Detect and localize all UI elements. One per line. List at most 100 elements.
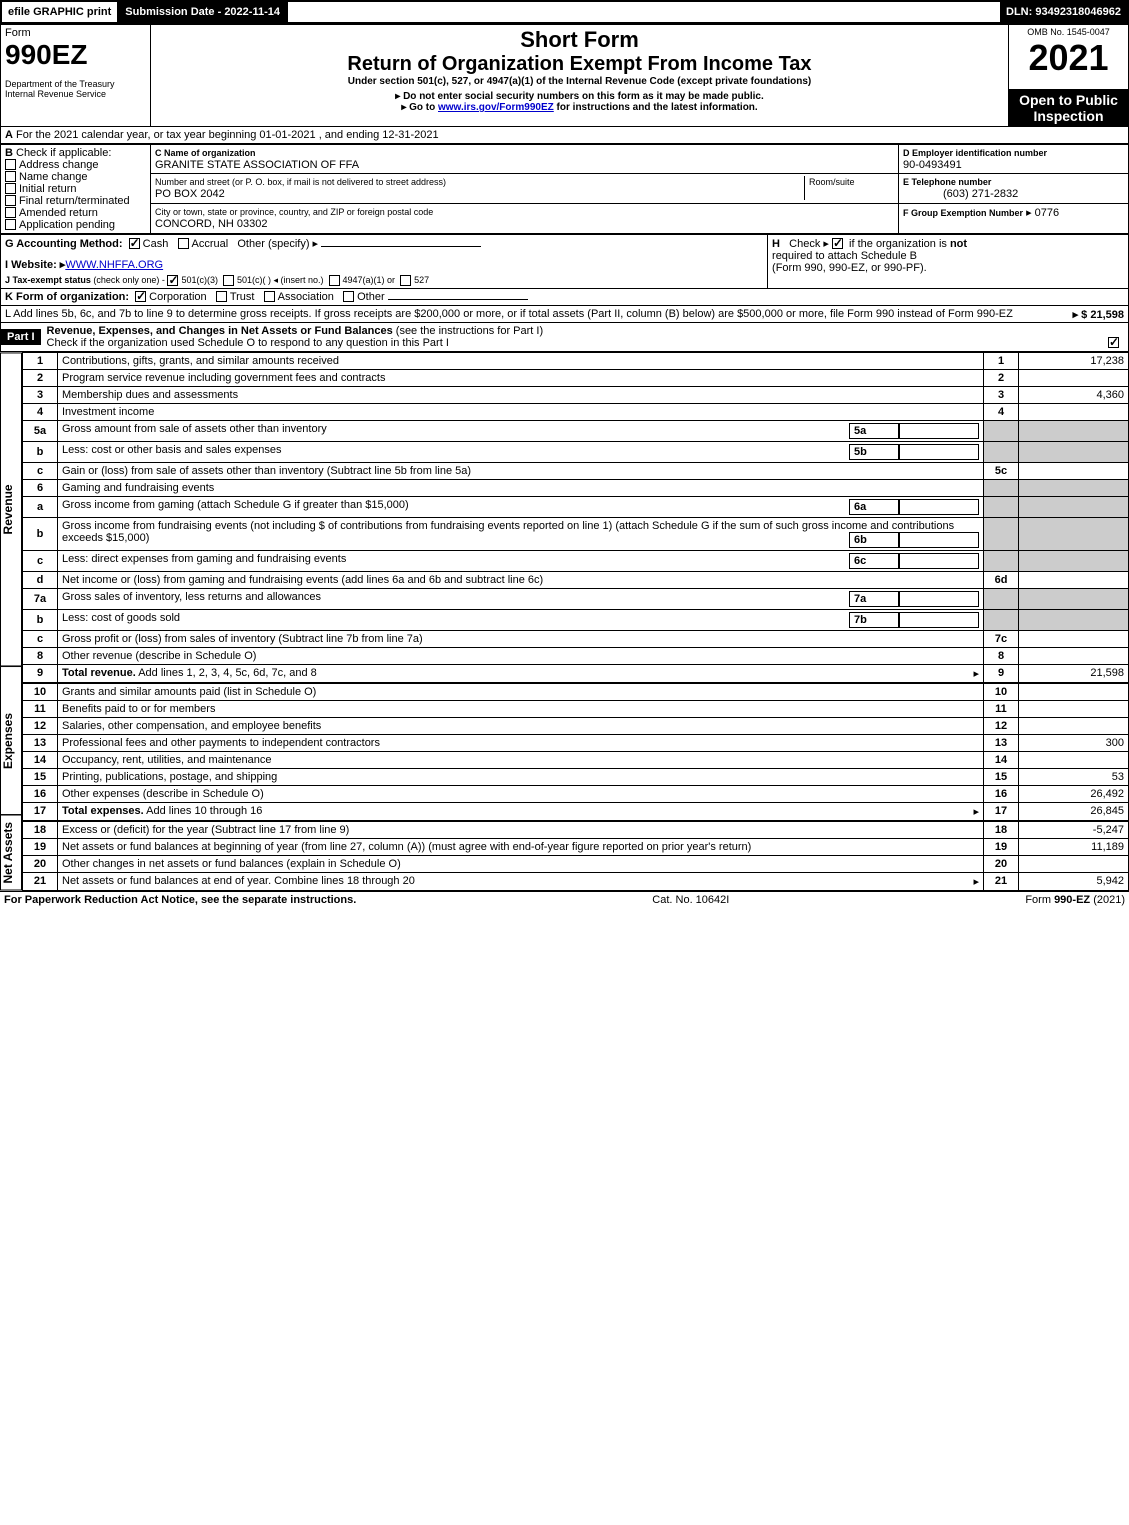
line-amount (1019, 647, 1129, 664)
chk-cash[interactable] (129, 238, 140, 249)
sub-line-amount[interactable] (899, 499, 979, 515)
section-c-name: C Name of organization GRANITE STATE ASS… (151, 144, 899, 174)
table-row: 16Other expenses (describe in Schedule O… (23, 785, 1129, 802)
org-name: GRANITE STATE ASSOCIATION OF FFA (155, 159, 359, 171)
chk-501c3[interactable] (167, 275, 178, 286)
line-number: d (23, 571, 58, 588)
chk-4947[interactable] (329, 275, 340, 286)
chk-name-change[interactable] (5, 171, 16, 182)
chk-other-org[interactable] (343, 291, 354, 302)
footer-right: Form 990-EZ (2021) (1025, 894, 1125, 906)
expenses-label: Expenses (0, 666, 22, 815)
j-o3: 4947(a)(1) or (343, 275, 396, 285)
table-row: 2Program service revenue including gover… (23, 369, 1129, 386)
chk-application-pending[interactable] (5, 219, 16, 230)
line-description: Gross sales of inventory, less returns a… (58, 588, 984, 609)
line-amount (1019, 588, 1129, 609)
section-b: B Check if applicable: Address change Na… (1, 144, 151, 233)
sub-line-amount[interactable] (899, 444, 979, 460)
j-o2: 501(c)( ) ◂ (insert no.) (237, 275, 324, 285)
g-other-input[interactable] (321, 246, 481, 247)
footer-left: For Paperwork Reduction Act Notice, see … (4, 894, 356, 906)
chk-trust[interactable] (216, 291, 227, 302)
sub-line-amount[interactable] (899, 591, 979, 607)
b-opt-3: Final return/terminated (19, 195, 130, 207)
line-amount: 5,942 (1019, 872, 1129, 890)
line-number: 17 (23, 802, 58, 821)
line-amount (1019, 717, 1129, 734)
sub-line-ref: 5a (849, 423, 899, 439)
line-ref: 17 (984, 802, 1019, 821)
line-number: 9 (23, 664, 58, 683)
h-text2: if the organization is (849, 238, 950, 250)
sub-line-amount[interactable] (899, 423, 979, 439)
part1-body: Revenue Expenses Net Assets 1Contributio… (0, 352, 1129, 891)
line-ref: 6d (984, 571, 1019, 588)
line-amount (1019, 369, 1129, 386)
room-label: Room/suite (809, 177, 855, 187)
k-opt-0: Corporation (149, 291, 206, 303)
chk-schedule-o[interactable] (1108, 337, 1119, 348)
b-opt-5: Application pending (19, 219, 115, 231)
c-label: C Name of organization (155, 148, 256, 158)
table-row: 8Other revenue (describe in Schedule O)8 (23, 647, 1129, 664)
line-description: Grants and similar amounts paid (list in… (58, 683, 984, 701)
chk-initial-return[interactable] (5, 183, 16, 194)
line-number: 2 (23, 369, 58, 386)
table-row: aGross income from gaming (attach Schedu… (23, 496, 1129, 517)
line-ref: 8 (984, 647, 1019, 664)
line-ref: 11 (984, 700, 1019, 717)
return-title: Return of Organization Exempt From Incom… (155, 53, 1004, 76)
l-amount: ▸ $ 21,598 (1073, 308, 1124, 321)
line-description: Investment income (58, 403, 984, 420)
chk-final-return[interactable] (5, 195, 16, 206)
line-ref: 9 (984, 664, 1019, 683)
chk-corporation[interactable] (135, 291, 146, 302)
line-amount: 17,238 (1019, 352, 1129, 369)
line-description: Total revenue. Add lines 1, 2, 3, 4, 5c,… (58, 664, 984, 683)
line-ref (984, 517, 1019, 550)
chk-501c[interactable] (223, 275, 234, 286)
line-number: 21 (23, 872, 58, 890)
line-number: c (23, 550, 58, 571)
line-description: Other revenue (describe in Schedule O) (58, 647, 984, 664)
instructions-cell: ▸ Do not enter social security numbers o… (151, 89, 1009, 126)
chk-accrual[interactable] (178, 238, 189, 249)
j-sub: (check only one) - (93, 275, 165, 285)
chk-address-change[interactable] (5, 159, 16, 170)
table-row: 13Professional fees and other payments t… (23, 734, 1129, 751)
table-row: bLess: cost or other basis and sales exp… (23, 441, 1129, 462)
sub-line-amount[interactable] (899, 553, 979, 569)
table-row: bLess: cost of goods sold7b (23, 609, 1129, 630)
efile-print-cell[interactable]: efile GRAPHIC print (2, 2, 119, 22)
chk-amended-return[interactable] (5, 207, 16, 218)
irs-link[interactable]: www.irs.gov/Form990EZ (438, 102, 554, 113)
line-number: c (23, 630, 58, 647)
j-label: J Tax-exempt status (5, 275, 91, 285)
chk-schedule-b[interactable] (832, 238, 843, 249)
table-row: 10Grants and similar amounts paid (list … (23, 683, 1129, 701)
chk-association[interactable] (264, 291, 275, 302)
table-row: bGross income from fundraising events (n… (23, 517, 1129, 550)
line-description: Net assets or fund balances at end of ye… (58, 872, 984, 890)
table-row: 12Salaries, other compensation, and empl… (23, 717, 1129, 734)
line-number: b (23, 517, 58, 550)
line-amount: 21,598 (1019, 664, 1129, 683)
line-number: 20 (23, 855, 58, 872)
line-ref (984, 588, 1019, 609)
form-header-table: Form 990EZ Department of the Treasury In… (0, 24, 1129, 127)
sub-line-amount[interactable] (899, 612, 979, 628)
website-link[interactable]: WWW.NHFFA.ORG (65, 259, 163, 271)
line-ref (984, 609, 1019, 630)
line-description: Other expenses (describe in Schedule O) (58, 785, 984, 802)
line-amount (1019, 517, 1129, 550)
line-amount (1019, 403, 1129, 420)
sub-line-amount[interactable] (899, 532, 979, 548)
line-amount: 26,845 (1019, 802, 1129, 821)
line-number: 8 (23, 647, 58, 664)
line-amount (1019, 855, 1129, 872)
k-other-input[interactable] (388, 299, 528, 300)
line-description: Contributions, gifts, grants, and simila… (58, 352, 984, 369)
chk-527[interactable] (400, 275, 411, 286)
table-row: 17Total expenses. Add lines 10 through 1… (23, 802, 1129, 821)
